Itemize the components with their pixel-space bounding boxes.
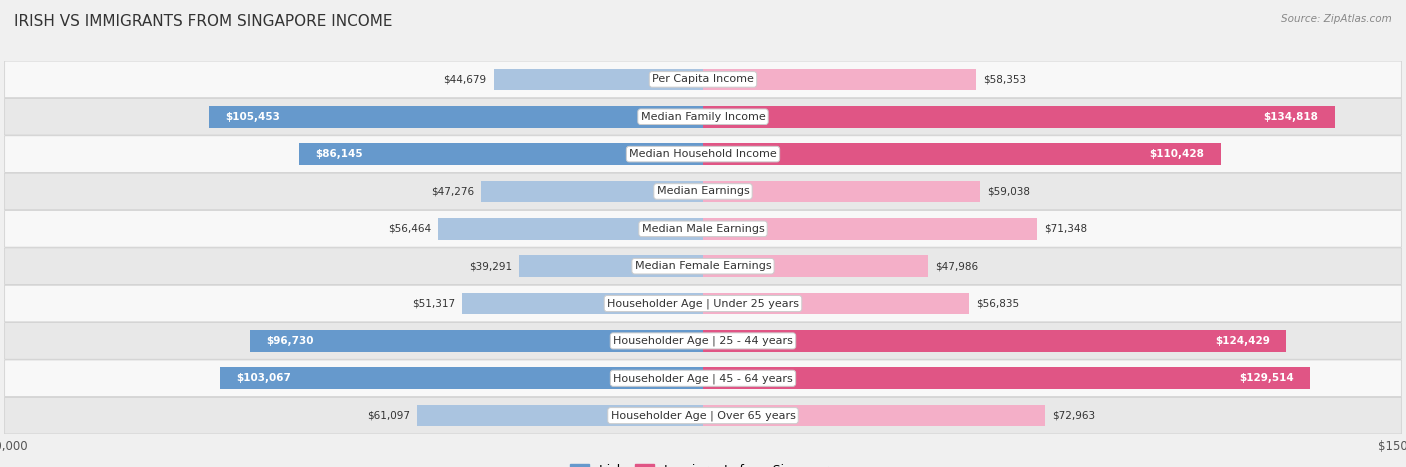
FancyBboxPatch shape (4, 360, 1402, 396)
Text: $51,317: $51,317 (412, 298, 456, 309)
Bar (463, 293, 703, 314)
FancyBboxPatch shape (4, 211, 1402, 247)
Text: $129,514: $129,514 (1239, 373, 1294, 383)
Text: Median Female Earnings: Median Female Earnings (634, 261, 772, 271)
Text: $124,429: $124,429 (1215, 336, 1270, 346)
Text: $86,145: $86,145 (316, 149, 363, 159)
Bar (219, 368, 703, 389)
FancyBboxPatch shape (4, 397, 1402, 434)
Text: $96,730: $96,730 (266, 336, 314, 346)
Bar (703, 218, 1038, 240)
Text: Householder Age | 25 - 44 years: Householder Age | 25 - 44 years (613, 336, 793, 346)
FancyBboxPatch shape (4, 99, 1402, 135)
FancyBboxPatch shape (4, 248, 1402, 284)
Bar (416, 405, 703, 426)
Bar (703, 106, 1334, 127)
Bar (703, 143, 1220, 165)
Text: $58,353: $58,353 (984, 74, 1026, 85)
Text: $134,818: $134,818 (1264, 112, 1319, 122)
Bar (703, 405, 1045, 426)
Text: $47,276: $47,276 (432, 186, 474, 197)
Text: $39,291: $39,291 (468, 261, 512, 271)
Text: Median Family Income: Median Family Income (641, 112, 765, 122)
Bar (481, 181, 703, 202)
Legend: Irish, Immigrants from Singapore: Irish, Immigrants from Singapore (569, 464, 837, 467)
Bar (494, 69, 703, 90)
Text: $44,679: $44,679 (443, 74, 486, 85)
Text: Median Male Earnings: Median Male Earnings (641, 224, 765, 234)
Bar (703, 255, 928, 277)
Bar (250, 330, 703, 352)
Text: Median Household Income: Median Household Income (628, 149, 778, 159)
FancyBboxPatch shape (4, 285, 1402, 322)
Bar (703, 69, 977, 90)
Text: $61,097: $61,097 (367, 410, 409, 421)
Text: $110,428: $110,428 (1149, 149, 1204, 159)
Text: Householder Age | Under 25 years: Householder Age | Under 25 years (607, 298, 799, 309)
FancyBboxPatch shape (4, 173, 1402, 210)
Bar (703, 181, 980, 202)
Text: Householder Age | Over 65 years: Householder Age | Over 65 years (610, 410, 796, 421)
FancyBboxPatch shape (4, 323, 1402, 359)
Text: IRISH VS IMMIGRANTS FROM SINGAPORE INCOME: IRISH VS IMMIGRANTS FROM SINGAPORE INCOM… (14, 14, 392, 29)
Text: Median Earnings: Median Earnings (657, 186, 749, 197)
FancyBboxPatch shape (4, 61, 1402, 98)
Text: Source: ZipAtlas.com: Source: ZipAtlas.com (1281, 14, 1392, 24)
Text: $71,348: $71,348 (1045, 224, 1087, 234)
Bar (703, 293, 969, 314)
Text: $56,835: $56,835 (976, 298, 1019, 309)
Text: Householder Age | 45 - 64 years: Householder Age | 45 - 64 years (613, 373, 793, 383)
Text: $47,986: $47,986 (935, 261, 979, 271)
Text: $72,963: $72,963 (1052, 410, 1095, 421)
Bar (703, 368, 1310, 389)
Bar (519, 255, 703, 277)
Text: Per Capita Income: Per Capita Income (652, 74, 754, 85)
Bar (208, 106, 703, 127)
Bar (299, 143, 703, 165)
Bar (703, 330, 1286, 352)
FancyBboxPatch shape (4, 136, 1402, 172)
Bar (439, 218, 703, 240)
Text: $56,464: $56,464 (388, 224, 432, 234)
Text: $59,038: $59,038 (987, 186, 1029, 197)
Text: $105,453: $105,453 (225, 112, 280, 122)
Text: $103,067: $103,067 (236, 373, 291, 383)
